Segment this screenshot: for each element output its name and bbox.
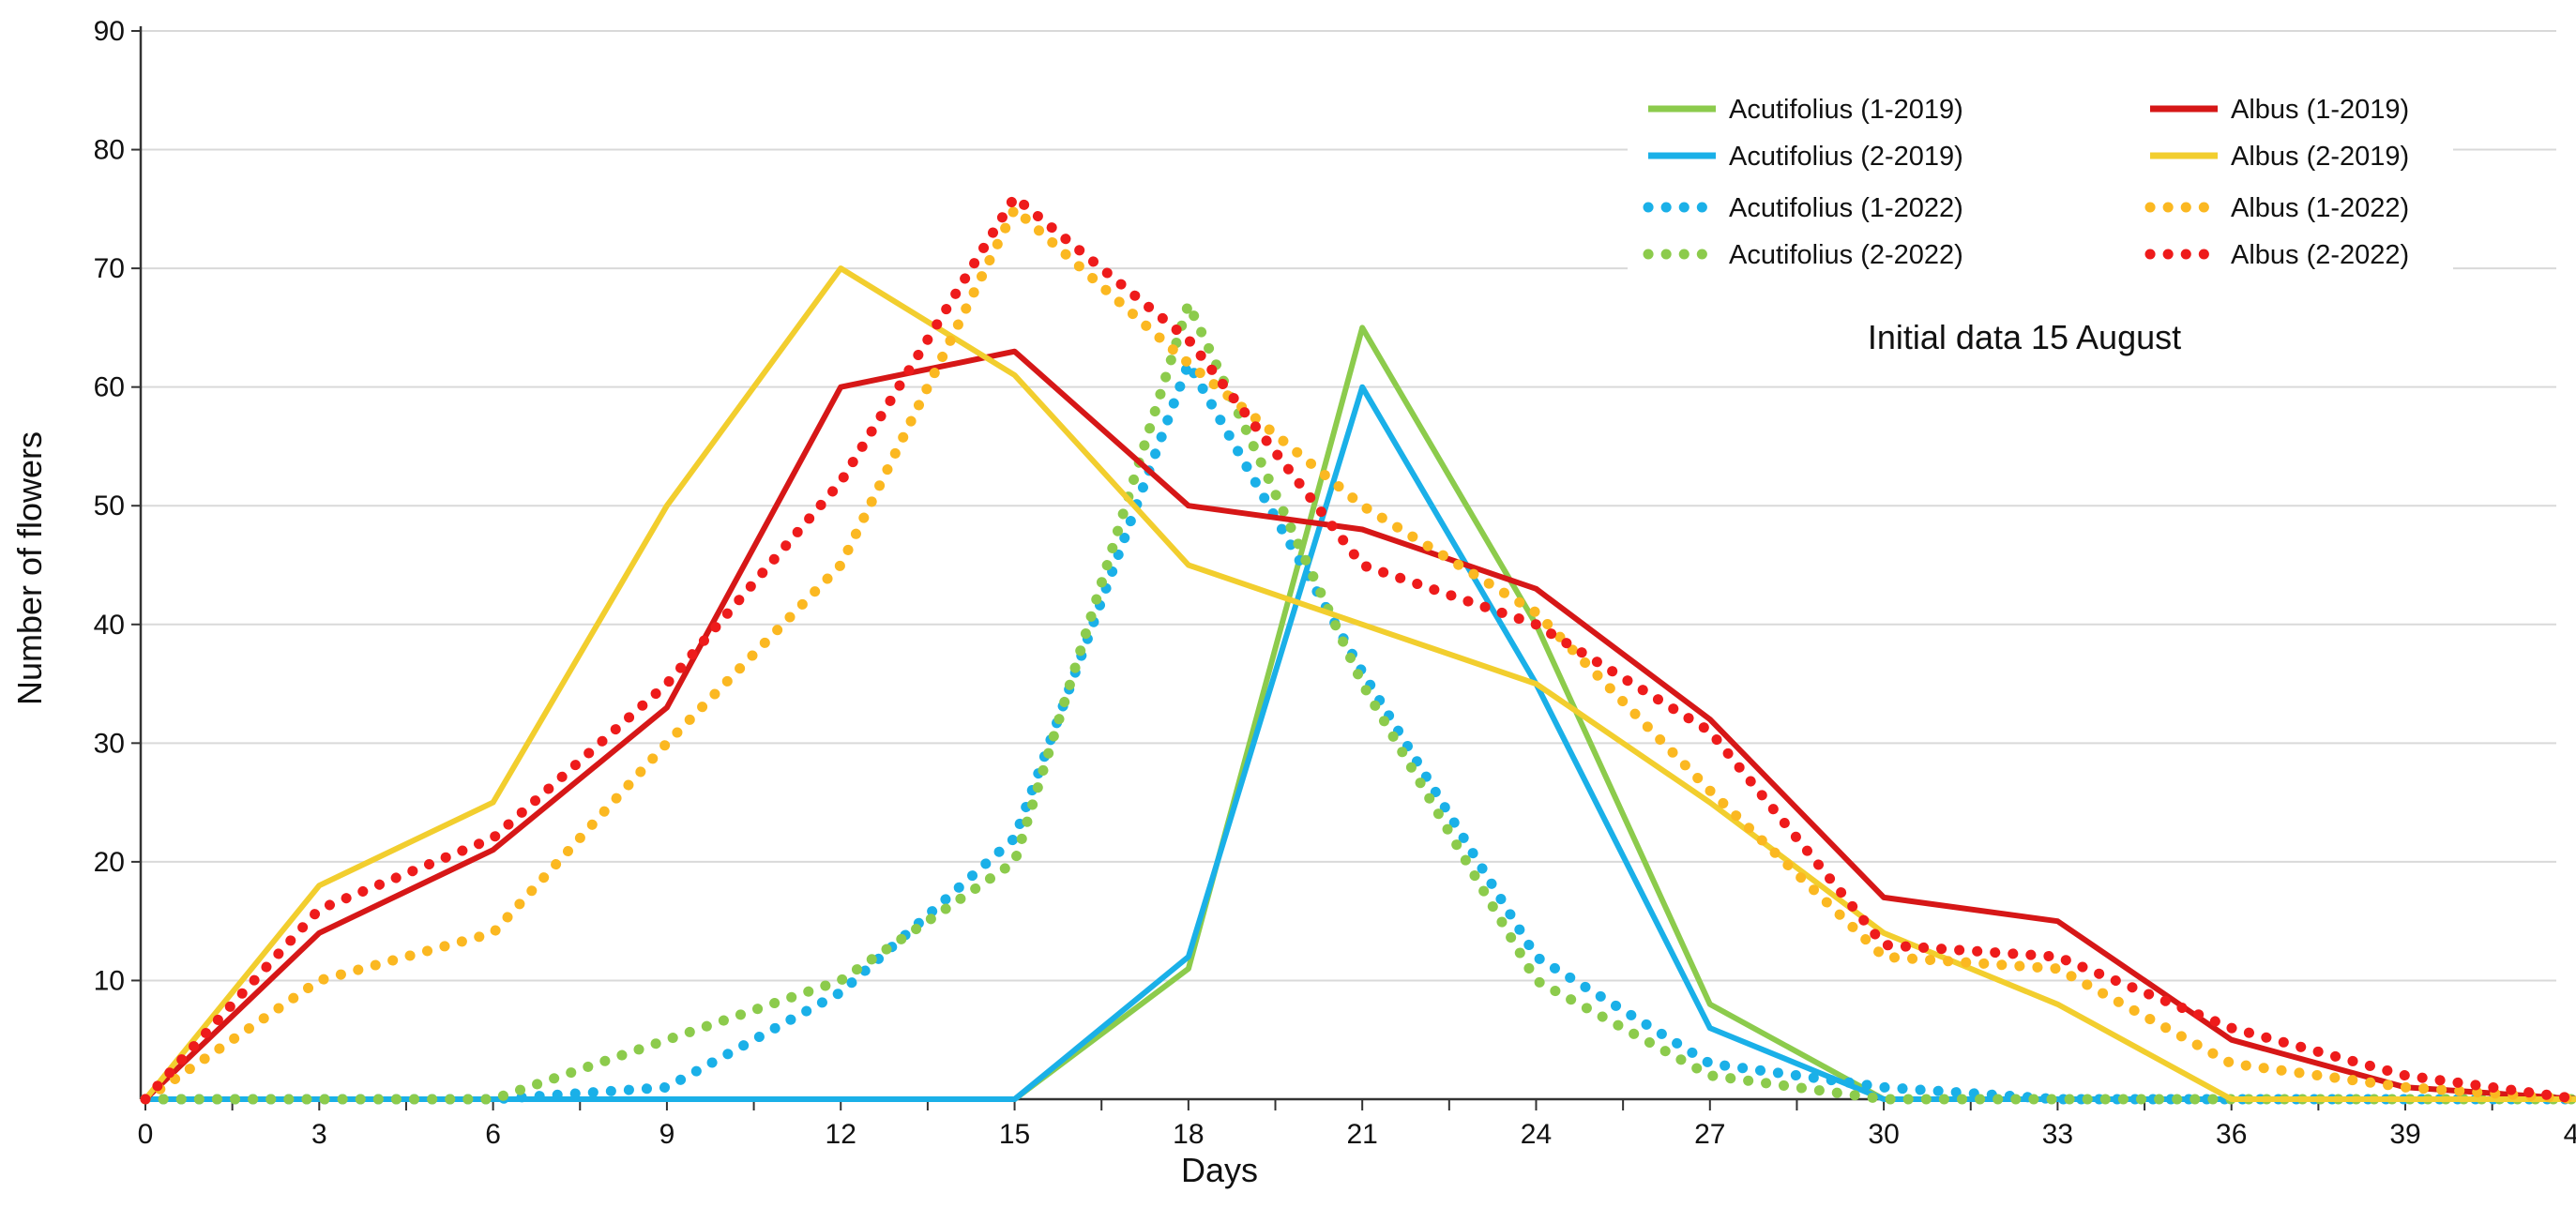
y-tick-label: 90 [94, 16, 125, 47]
y-tick-label: 70 [94, 253, 125, 284]
chart-annotation: Initial data 15 August [1868, 318, 2181, 356]
x-axis-ticks: 03691215182124273033363942 [138, 1099, 2576, 1150]
x-tick-label: 9 [659, 1119, 675, 1150]
legend-label: Acutifolius (1-2022) [1729, 193, 1963, 223]
series-line [145, 325, 2576, 1102]
x-tick-label: 30 [1868, 1119, 1899, 1150]
y-tick-label: 10 [94, 965, 125, 996]
series-line [140, 298, 2576, 1105]
y-tick-label: 60 [94, 372, 125, 403]
x-tick-label: 6 [485, 1119, 501, 1150]
x-tick-label: 0 [138, 1119, 154, 1150]
x-axis-title: Days [1181, 1151, 1258, 1189]
series-line [143, 265, 2576, 1102]
series-line [140, 191, 2576, 1105]
x-tick-label: 3 [311, 1119, 327, 1150]
x-tick-label: 36 [2216, 1119, 2247, 1150]
legend-label: Albus (2-2019) [2231, 142, 2409, 172]
y-tick-label: 80 [94, 135, 125, 166]
legend-label: Albus (1-2019) [2231, 95, 2409, 125]
x-tick-label: 21 [1346, 1119, 1377, 1150]
legend-box [1628, 75, 2453, 289]
y-tick-label: 30 [94, 728, 125, 759]
x-tick-label: 15 [999, 1119, 1030, 1150]
y-tick-label: 20 [94, 847, 125, 878]
y-tick-label: 50 [94, 491, 125, 521]
y-axis-ticks: 10 20 30 40 50 60 70 80 90 [94, 16, 141, 996]
y-tick-label: 40 [94, 610, 125, 641]
legend-label: Albus (1-2022) [2231, 193, 2409, 223]
legend-label: Albus (2-2022) [2231, 240, 2409, 270]
x-tick-label: 24 [1521, 1119, 1552, 1150]
x-tick-label: 12 [826, 1119, 856, 1150]
series-line [140, 357, 2576, 1105]
legend-label: Acutifolius (2-2022) [1729, 240, 1963, 270]
x-tick-label: 39 [2389, 1119, 2420, 1150]
legend: Acutifolius (1-2019) Albus (1-2019) Acutif… [1628, 75, 2453, 289]
x-tick-label: 18 [1173, 1119, 1204, 1150]
x-tick-label: 33 [2042, 1119, 2073, 1150]
legend-label: Acutifolius (2-2019) [1729, 142, 1963, 172]
x-tick-label: 27 [1694, 1119, 1725, 1150]
series-lines [140, 191, 2576, 1105]
y-axis-title: Number of flowers [10, 431, 49, 705]
x-tick-label: 42 [2564, 1119, 2576, 1150]
series-line [143, 348, 2576, 1102]
legend-label: Acutifolius (1-2019) [1729, 95, 1963, 125]
